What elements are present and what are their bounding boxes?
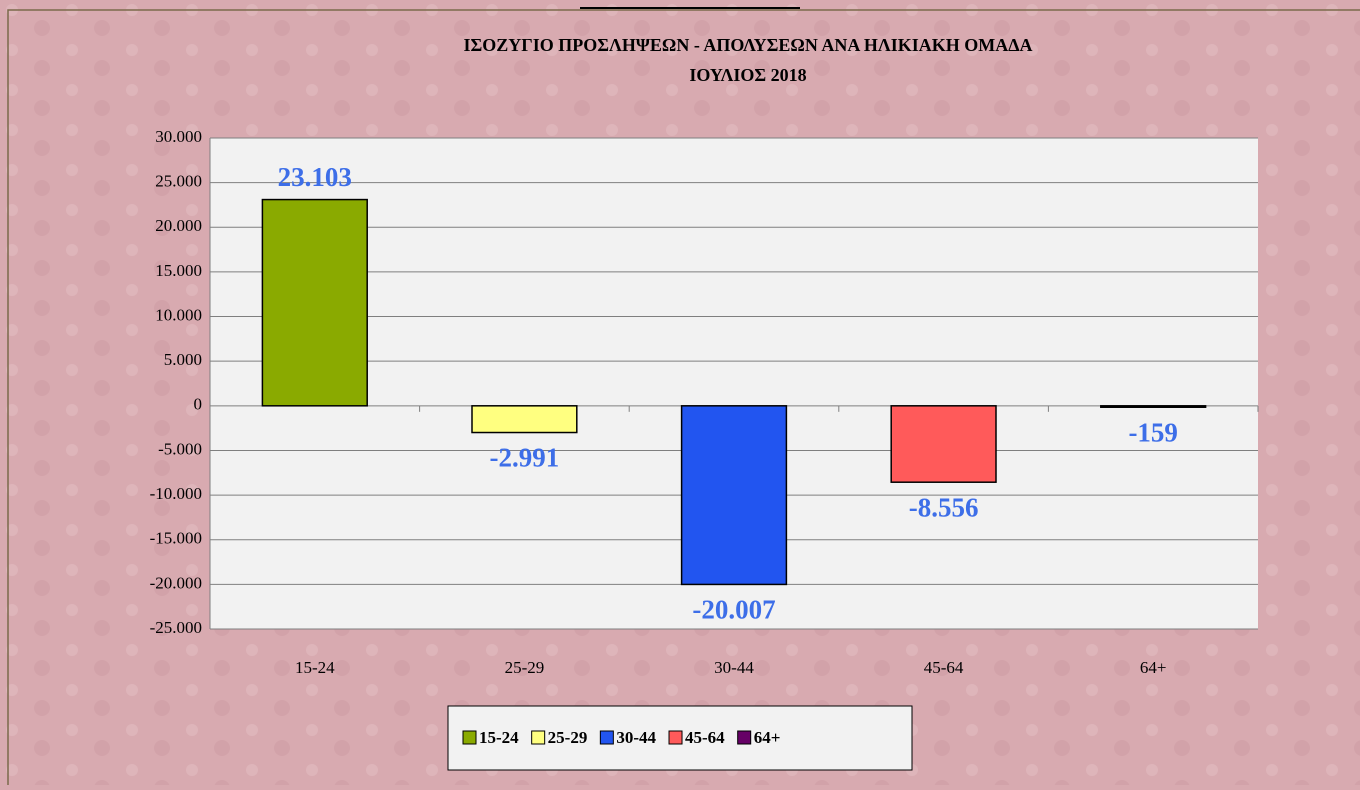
y-tick-label: 15.000 xyxy=(155,261,202,280)
legend-label: 25-29 xyxy=(548,728,588,747)
y-tick-label: -10.000 xyxy=(150,484,202,503)
legend-label: 30-44 xyxy=(616,728,656,747)
bar xyxy=(890,405,997,483)
chart-title: ΙΣΟΖΥΓΙΟ ΠΡΟΣΛΗΨΕΩΝ - ΑΠΟΛΥΣΕΩΝ ΑΝΑ ΗΛΙΚ… xyxy=(463,35,1032,55)
legend-label: 64+ xyxy=(754,728,781,747)
bar xyxy=(471,405,578,434)
legend-label: 45-64 xyxy=(685,728,725,747)
value-label: -159 xyxy=(1128,417,1178,447)
x-tick-label: 45-64 xyxy=(924,658,964,677)
y-tick-label: 20.000 xyxy=(155,216,202,235)
y-tick-label: 30.000 xyxy=(155,127,202,146)
y-tick-label: 10.000 xyxy=(155,305,202,324)
y-tick-label: 0 xyxy=(194,395,203,414)
legend-swatch xyxy=(599,730,614,745)
y-tick-label: 25.000 xyxy=(155,172,202,191)
y-tick-label: -20.000 xyxy=(150,573,202,592)
bar xyxy=(261,198,368,407)
y-tick-label: -25.000 xyxy=(150,618,202,637)
y-tick-label: -15.000 xyxy=(150,529,202,548)
x-tick-label: 30-44 xyxy=(714,658,754,677)
value-label: -8.556 xyxy=(909,492,979,522)
legend-label: 15-24 xyxy=(479,728,519,747)
value-label: 23.103 xyxy=(278,162,352,192)
x-tick-label: 25-29 xyxy=(505,658,545,677)
bar xyxy=(1100,405,1207,408)
y-tick-label: 5.000 xyxy=(164,350,202,369)
y-tick-label: -5.000 xyxy=(158,439,202,458)
legend-swatch xyxy=(531,730,546,745)
x-tick-label: 64+ xyxy=(1140,658,1167,677)
legend-swatch xyxy=(737,730,752,745)
x-tick-label: 15-24 xyxy=(295,658,335,677)
value-label: -2.991 xyxy=(490,443,560,473)
legend-swatch xyxy=(668,730,683,745)
value-label: -20.007 xyxy=(692,595,775,625)
chart-subtitle: ΙΟΥΛΙΟΣ 2018 xyxy=(689,65,806,85)
chart-frame xyxy=(7,9,1360,790)
bar xyxy=(680,405,788,586)
legend-swatch xyxy=(462,730,477,745)
